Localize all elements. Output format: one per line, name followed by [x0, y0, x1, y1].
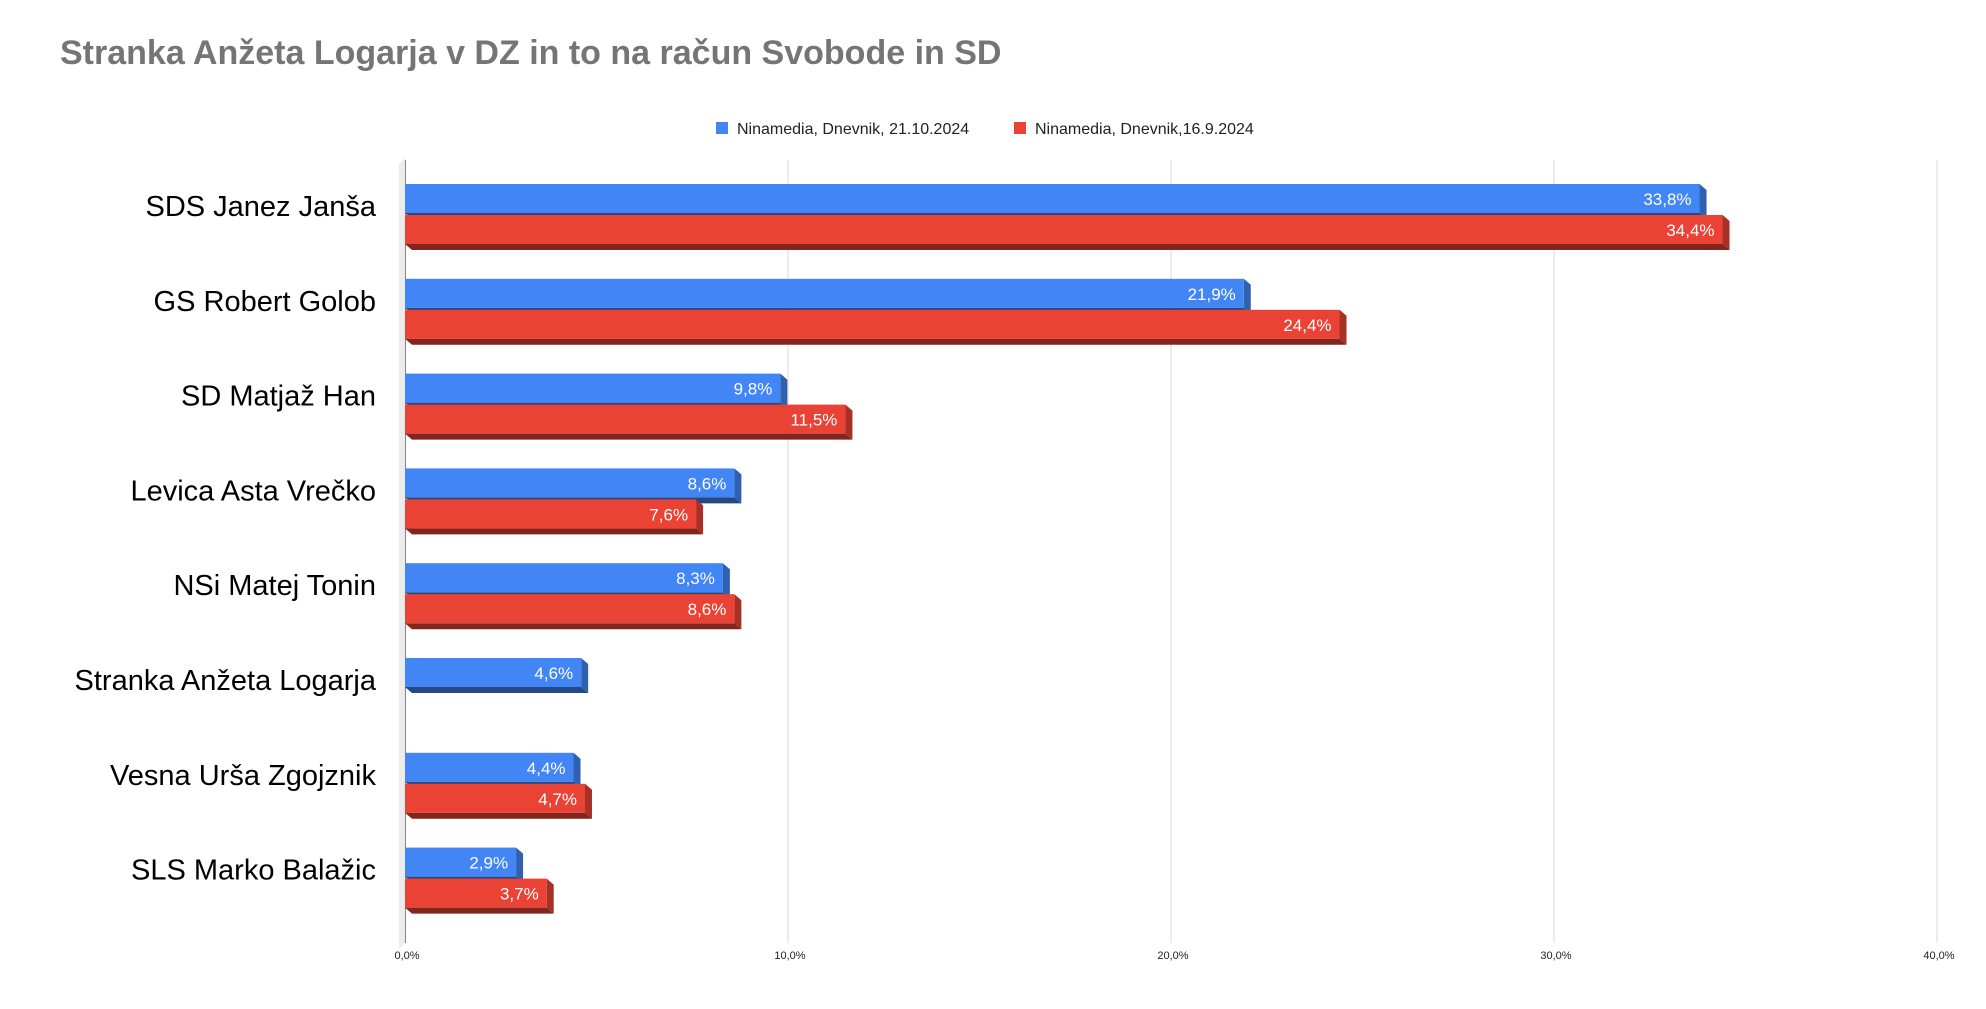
- chart-title: Stranka Anžeta Logarja v DZ in to na rač…: [60, 34, 1001, 72]
- bar-s2: [405, 404, 846, 434]
- bar-s2: [405, 783, 586, 813]
- x-tick-label: 10,0%: [774, 950, 805, 962]
- data-label-s2: 7,6%: [649, 505, 688, 524]
- bar-side-s1: [516, 847, 524, 883]
- x-tick-label: 40,0%: [1923, 950, 1954, 962]
- bar-s1: [405, 847, 517, 877]
- bar-s1: [405, 468, 735, 498]
- bar-bottom-s2: [405, 812, 593, 819]
- bar-side-s2: [1339, 309, 1347, 345]
- data-label-s1: 4,6%: [534, 664, 573, 683]
- bar-side-s1: [1699, 184, 1707, 219]
- data-label-s1: 8,3%: [676, 569, 715, 588]
- x-tick-label: 20,0%: [1157, 950, 1188, 962]
- legend-swatch-series-1: [716, 122, 728, 134]
- category-label: GS Robert Golob: [154, 286, 376, 318]
- bar-s2: [405, 309, 1340, 339]
- gridlines: [404, 160, 1938, 943]
- legend-label-series-2: Ninamedia, Dnevnik,16.9.2024: [1035, 121, 1254, 138]
- data-label-s2: 8,6%: [688, 600, 727, 619]
- bar-s1: [405, 658, 582, 687]
- bar-s1: [405, 184, 1700, 213]
- bar-side-s1: [573, 752, 581, 788]
- bar-side-s2: [734, 594, 742, 630]
- legend-swatch-series-2: [1014, 122, 1026, 134]
- axis-wall: [399, 158, 405, 949]
- bar-side-s2: [696, 499, 704, 535]
- data-label-s1: 9,8%: [734, 380, 773, 399]
- x-tick-labels: 0,0% 10,0% 20,0% 30,0% 40,0%: [394, 950, 1954, 962]
- bar-side-s1: [581, 658, 589, 693]
- bar-bottom-s2: [405, 338, 1347, 345]
- bar-s2: [405, 499, 697, 529]
- category-label: SD Matjaž Han: [181, 381, 376, 413]
- bar-bottom-s1: [405, 687, 589, 693]
- bar-side-s1: [722, 563, 730, 599]
- bar-bottom-s2: [405, 244, 1730, 250]
- bar-s1: [405, 752, 574, 782]
- bar-side-s2: [585, 783, 593, 819]
- bar-side-s2: [1722, 215, 1730, 250]
- bar-s2: [405, 594, 735, 624]
- data-label-s1: 4,4%: [527, 759, 566, 778]
- x-tick-label: 0,0%: [394, 950, 419, 962]
- bar-s2: [405, 878, 547, 908]
- bar-side-s2: [546, 878, 554, 914]
- category-label: Levica Asta Vrečko: [130, 475, 376, 507]
- bars: 33,8%34,4%21,9%24,4%9,8%11,5%8,6%7,6%8,3…: [405, 184, 1730, 914]
- data-label-s2: 3,7%: [500, 885, 539, 904]
- bar-s1: [405, 278, 1244, 308]
- data-label-s1: 33,8%: [1643, 190, 1691, 209]
- bar-s1: [405, 563, 723, 593]
- bar-side-s1: [780, 373, 788, 409]
- data-label-s2: 4,7%: [538, 790, 577, 809]
- category-label: SDS Janez Janša: [145, 191, 376, 223]
- data-label-s1: 21,9%: [1188, 285, 1236, 304]
- bar-bottom-s2: [405, 623, 742, 630]
- bar-side-s2: [845, 404, 853, 440]
- data-label-s2: 11,5%: [790, 411, 837, 430]
- category-label: Vesna Urša Zgojznik: [110, 760, 376, 792]
- legend: Ninamedia, Dnevnik, 21.10.2024 Ninamedia…: [716, 121, 1254, 138]
- data-label-s1: 2,9%: [469, 854, 508, 873]
- bar-bottom-s2: [405, 528, 704, 535]
- data-label-s2: 34,4%: [1666, 221, 1714, 240]
- axis: [399, 158, 405, 949]
- bar-bottom-s2: [405, 433, 853, 440]
- category-label: NSi Matej Tonin: [173, 570, 376, 602]
- bar-bottom-s2: [405, 907, 554, 914]
- category-label: SLS Marko Balažic: [131, 855, 376, 887]
- category-labels: SDS Janez Janša GS Robert Golob SD Matjaž …: [75, 191, 377, 887]
- legend-label-series-1: Ninamedia, Dnevnik, 21.10.2024: [737, 121, 969, 138]
- bar-s1: [405, 373, 781, 403]
- data-label-s2: 24,4%: [1283, 316, 1331, 335]
- bar-side-s1: [1243, 278, 1251, 314]
- bar-side-s1: [734, 468, 742, 504]
- data-label-s1: 8,6%: [688, 474, 727, 493]
- bar-s2: [405, 215, 1723, 244]
- category-label: Stranka Anžeta Logarja: [75, 665, 377, 697]
- x-tick-label: 30,0%: [1540, 950, 1571, 962]
